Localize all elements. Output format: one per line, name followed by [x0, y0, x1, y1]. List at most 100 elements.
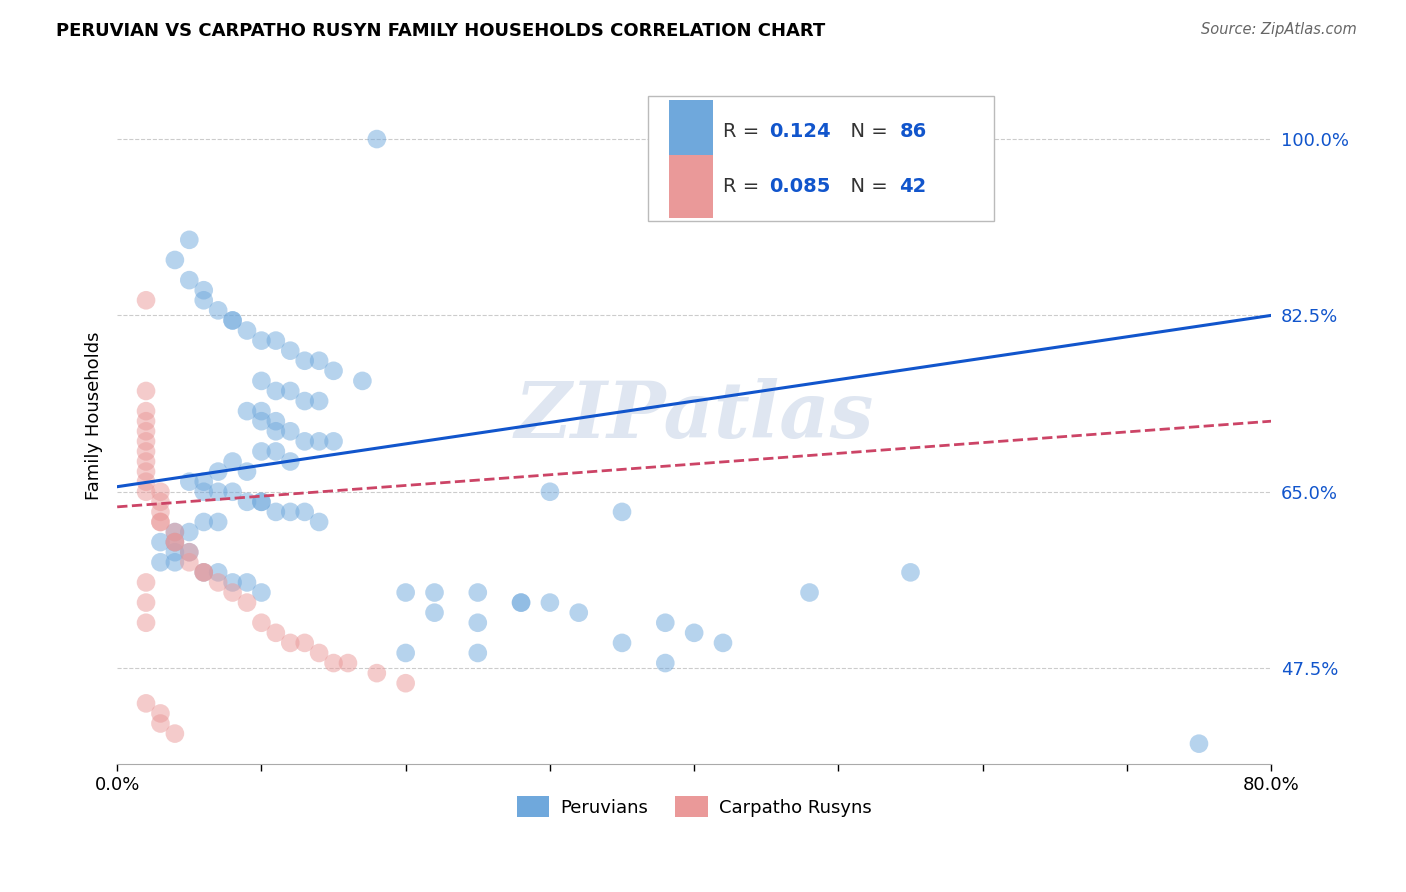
Text: R =: R = [723, 177, 765, 196]
Point [308, 646, 330, 660]
Point [135, 484, 157, 499]
Point [135, 414, 157, 428]
Text: R =: R = [723, 122, 765, 141]
Point [308, 515, 330, 529]
Point [510, 596, 533, 610]
Point [207, 465, 229, 479]
Point [135, 475, 157, 489]
Point [654, 615, 676, 630]
Point [149, 515, 172, 529]
Point [179, 273, 201, 287]
Point [264, 414, 287, 428]
Point [221, 454, 243, 468]
Point [135, 293, 157, 308]
Point [264, 384, 287, 398]
Point [264, 625, 287, 640]
Point [250, 615, 273, 630]
Text: PERUVIAN VS CARPATHO RUSYN FAMILY HOUSEHOLDS CORRELATION CHART: PERUVIAN VS CARPATHO RUSYN FAMILY HOUSEH… [56, 22, 825, 40]
Point [135, 434, 157, 449]
Point [322, 364, 344, 378]
Point [366, 666, 388, 681]
Point [135, 384, 157, 398]
Point [207, 303, 229, 318]
Point [236, 404, 259, 418]
Point [294, 434, 316, 449]
Point [135, 444, 157, 458]
Point [568, 606, 591, 620]
Point [149, 495, 172, 509]
Point [221, 585, 243, 599]
Point [135, 454, 157, 468]
Text: 42: 42 [900, 177, 927, 196]
Point [610, 636, 633, 650]
Point [264, 425, 287, 439]
Text: 86: 86 [900, 122, 927, 141]
Point [900, 566, 922, 580]
Point [236, 596, 259, 610]
Point [294, 505, 316, 519]
Point [221, 575, 243, 590]
Point [179, 475, 201, 489]
FancyBboxPatch shape [648, 96, 994, 221]
Point [308, 394, 330, 409]
Point [467, 585, 489, 599]
Point [278, 425, 301, 439]
Point [193, 515, 215, 529]
Point [193, 566, 215, 580]
Point [236, 465, 259, 479]
Point [250, 585, 273, 599]
Point [250, 374, 273, 388]
Point [135, 596, 157, 610]
Point [163, 535, 186, 549]
Point [423, 585, 446, 599]
Point [538, 596, 561, 610]
Point [193, 293, 215, 308]
Point [221, 313, 243, 327]
Point [193, 283, 215, 297]
Point [163, 524, 186, 539]
Text: Source: ZipAtlas.com: Source: ZipAtlas.com [1201, 22, 1357, 37]
Point [250, 495, 273, 509]
Point [336, 656, 359, 670]
Point [163, 252, 186, 267]
Point [322, 656, 344, 670]
Point [264, 334, 287, 348]
Point [221, 484, 243, 499]
Text: 0.124: 0.124 [769, 122, 831, 141]
Point [278, 636, 301, 650]
Point [179, 524, 201, 539]
Point [683, 625, 706, 640]
Point [250, 444, 273, 458]
Point [163, 545, 186, 559]
Point [250, 414, 273, 428]
Point [149, 505, 172, 519]
Point [395, 646, 418, 660]
Point [149, 716, 172, 731]
Point [193, 566, 215, 580]
Point [250, 334, 273, 348]
Point [135, 465, 157, 479]
Point [1188, 737, 1211, 751]
Point [423, 606, 446, 620]
Point [163, 726, 186, 740]
Point [278, 454, 301, 468]
Point [149, 706, 172, 721]
Point [308, 353, 330, 368]
Point [193, 475, 215, 489]
Point [135, 575, 157, 590]
Text: ZIPatlas: ZIPatlas [515, 378, 875, 454]
Point [135, 404, 157, 418]
Point [264, 444, 287, 458]
Point [610, 505, 633, 519]
Point [236, 324, 259, 338]
Point [179, 545, 201, 559]
Point [294, 636, 316, 650]
Point [467, 646, 489, 660]
Point [135, 615, 157, 630]
Point [264, 505, 287, 519]
Point [654, 656, 676, 670]
Point [163, 535, 186, 549]
Point [149, 555, 172, 569]
Point [395, 676, 418, 690]
Point [193, 566, 215, 580]
